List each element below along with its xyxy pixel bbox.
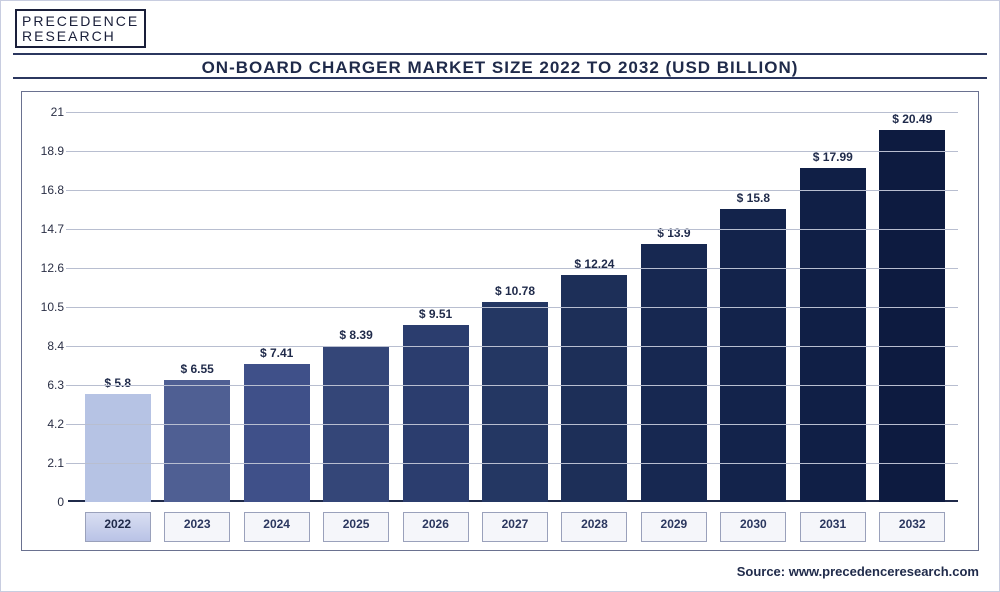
x-tick-label: 2023	[164, 512, 230, 542]
grid-line	[66, 385, 958, 386]
x-tick: 2030	[719, 512, 788, 542]
grid-line	[66, 463, 958, 464]
bar-value-label: $ 7.41	[260, 346, 293, 360]
x-tick: 2023	[162, 512, 231, 542]
x-tick: 2031	[798, 512, 867, 542]
x-tick-label: 2024	[244, 512, 310, 542]
y-tick-label: 6.3	[26, 378, 64, 392]
chart-area: $ 5.8$ 6.55$ 7.41$ 8.39$ 9.51$ 10.78$ 12…	[21, 91, 979, 551]
x-tick-label: 2031	[800, 512, 866, 542]
y-tick-label: 21	[26, 105, 64, 119]
y-tick-label: 4.2	[26, 417, 64, 431]
bar-value-label: $ 15.8	[737, 191, 770, 205]
logo-line2: RESEARCH	[22, 28, 116, 44]
grid-line	[66, 112, 958, 113]
title-rule-bottom	[13, 77, 987, 79]
y-tick-label: 18.9	[26, 144, 64, 158]
y-tick-label: 16.8	[26, 183, 64, 197]
x-tick: 2026	[401, 512, 470, 542]
x-tick-label: 2022	[85, 512, 151, 542]
y-tick-label: 14.7	[26, 222, 64, 236]
x-tick: 2025	[321, 512, 390, 542]
y-tick-label: 8.4	[26, 339, 64, 353]
grid-line	[66, 151, 958, 152]
bar	[800, 168, 866, 502]
y-tick-label: 12.6	[26, 261, 64, 275]
x-tick: 2022	[83, 512, 152, 542]
grid-line	[66, 307, 958, 308]
x-tick: 2028	[560, 512, 629, 542]
grid-line	[66, 424, 958, 425]
grid-line	[66, 346, 958, 347]
x-tick: 2029	[639, 512, 708, 542]
grid-line	[66, 229, 958, 230]
bar-value-label: $ 5.8	[104, 376, 131, 390]
logo-line1: PRECEDENCE	[22, 13, 139, 29]
y-tick-label: 10.5	[26, 300, 64, 314]
y-tick-label: 0	[26, 495, 64, 509]
grid-line	[66, 268, 958, 269]
bar	[403, 325, 469, 502]
source-attribution: Source: www.precedenceresearch.com	[737, 564, 979, 579]
x-tick-label: 2030	[720, 512, 786, 542]
x-tick-label: 2032	[879, 512, 945, 542]
x-tick-label: 2026	[403, 512, 469, 542]
bar	[85, 394, 151, 502]
x-tick: 2024	[242, 512, 311, 542]
bar	[561, 275, 627, 502]
x-tick-label: 2028	[561, 512, 627, 542]
bar	[164, 380, 230, 502]
bar-value-label: $ 6.55	[180, 362, 213, 376]
bar-value-label: $ 10.78	[495, 284, 535, 298]
x-tick-label: 2025	[323, 512, 389, 542]
brand-logo: PRECEDENCE RESEARCH	[15, 9, 146, 48]
bar-value-label: $ 8.39	[339, 328, 372, 342]
bar-value-label: $ 13.9	[657, 226, 690, 240]
bar-value-label: $ 17.99	[813, 150, 853, 164]
bar	[879, 130, 945, 502]
x-tick-label: 2027	[482, 512, 548, 542]
bar-value-label: $ 9.51	[419, 307, 452, 321]
y-tick-label: 2.1	[26, 456, 64, 470]
bar-value-label: $ 20.49	[892, 112, 932, 126]
plot-region: $ 5.8$ 6.55$ 7.41$ 8.39$ 9.51$ 10.78$ 12…	[72, 112, 958, 502]
x-tick: 2027	[480, 512, 549, 542]
bar	[720, 209, 786, 502]
x-tick-label: 2029	[641, 512, 707, 542]
x-tick: 2032	[878, 512, 947, 542]
grid-line	[66, 190, 958, 191]
x-axis: 2022 2023 2024 2025 2026 2027 2028 2029 2030 2031…	[72, 512, 958, 542]
bar	[482, 302, 548, 502]
chart-title: ON-BOARD CHARGER MARKET SIZE 2022 TO 203…	[1, 55, 999, 78]
